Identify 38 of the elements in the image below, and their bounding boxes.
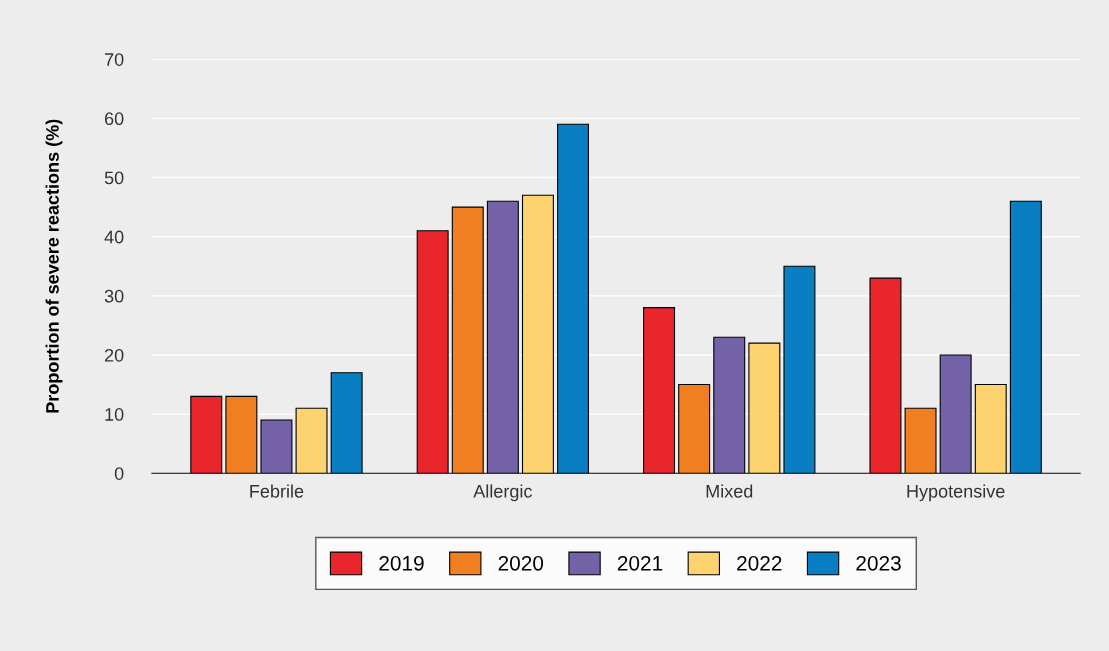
- legend-label: 2022: [737, 555, 782, 571]
- x-tick-label: Mixed: [706, 484, 753, 498]
- y-tick-label: 30: [104, 289, 124, 303]
- y-tick-label: 0: [114, 467, 124, 480]
- bar: [869, 277, 902, 474]
- bar: [643, 307, 676, 474]
- y-tick-label: 60: [104, 112, 124, 126]
- y-tick-label: 70: [105, 53, 124, 66]
- x-tick-label: Hypotensive: [907, 484, 1005, 502]
- bar: [783, 265, 816, 474]
- y-tick-label: 50: [104, 171, 124, 185]
- bar: [451, 206, 484, 474]
- bar: [678, 383, 711, 474]
- bar: [904, 407, 937, 474]
- y-tick-label: 40: [104, 230, 124, 244]
- bar: [225, 395, 258, 474]
- legend-label: 2020: [498, 555, 544, 571]
- bar: [521, 194, 554, 474]
- bar: [557, 123, 590, 474]
- bar: [713, 336, 746, 474]
- bar: [939, 354, 972, 474]
- y-axis-title: Proportion of severe reactions (%): [45, 119, 63, 413]
- bar: [260, 419, 293, 474]
- bar: [416, 230, 449, 474]
- legend-label: 2023: [856, 555, 901, 571]
- bar: [1009, 200, 1042, 474]
- bar: [295, 407, 328, 474]
- y-tick-label: 10: [105, 408, 124, 421]
- bar: [330, 372, 363, 474]
- x-tick-label: Allergic: [473, 484, 532, 502]
- legend-label: 2021: [617, 555, 663, 571]
- x-tick-label: Febrile: [250, 484, 304, 498]
- bar: [748, 342, 781, 474]
- legend-label: 2019: [379, 555, 424, 571]
- bar: [486, 200, 519, 474]
- bar: [190, 395, 223, 474]
- bar: [974, 383, 1007, 474]
- y-tick-label: 20: [104, 348, 124, 362]
